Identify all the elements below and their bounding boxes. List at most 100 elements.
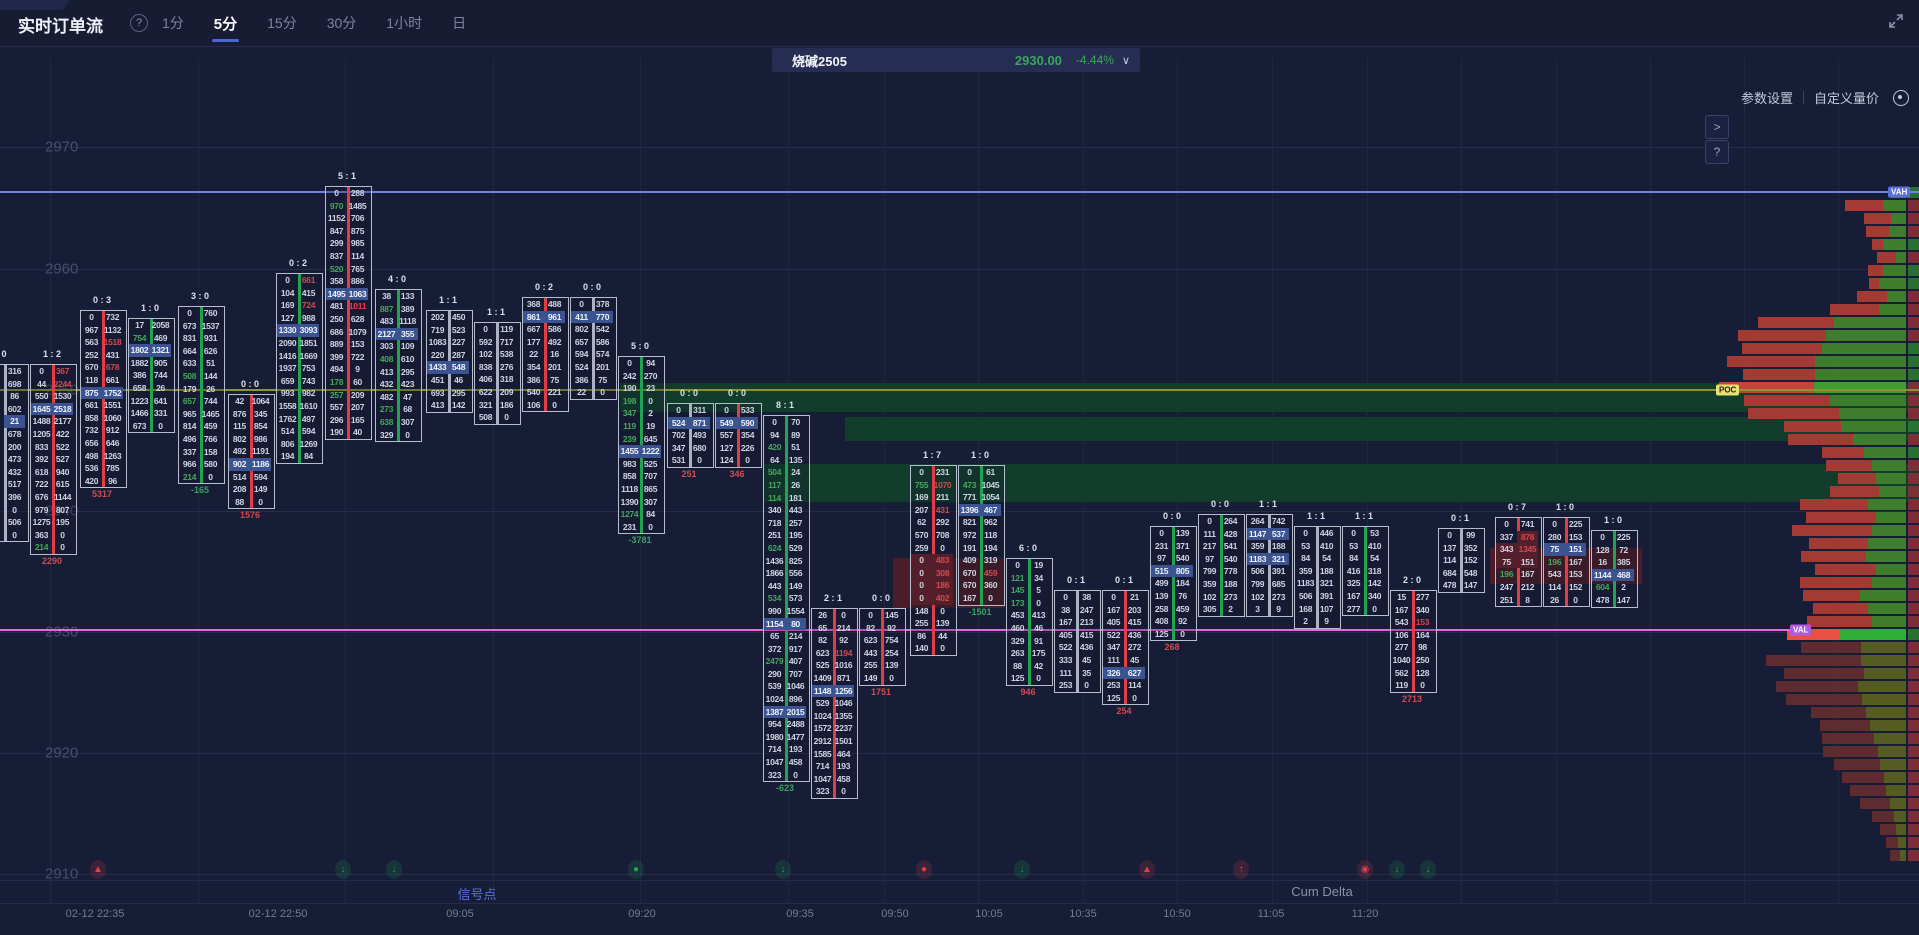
ask-volume-cell: 0 xyxy=(745,455,750,466)
volume-profile-bar xyxy=(1787,629,1906,640)
footprint-row: 1148 1256 xyxy=(812,684,857,698)
footprint-row: 359 188 xyxy=(1199,578,1244,591)
ask-volume-cell: 247 xyxy=(1079,604,1094,615)
volume-profile-bar xyxy=(1801,642,1906,653)
imbalance-header: 0 xyxy=(1,349,7,359)
bid-volume-cell: 0 xyxy=(967,467,972,477)
ask-volume-cell: 147 xyxy=(1463,580,1478,591)
bid-volume-cell: 347 xyxy=(1106,642,1121,653)
bid-volume-cell: 876 xyxy=(232,408,247,419)
ask-volume-cell: 1118 xyxy=(399,316,416,327)
footprint-row: 514 594 xyxy=(277,425,322,438)
footprint-row: 1390 307 xyxy=(619,496,664,509)
bid-volume-cell: 990 xyxy=(767,605,782,616)
footprint-row: 670 459 xyxy=(959,567,1004,580)
footprint-row: 200 xyxy=(0,441,28,454)
profile-buy-segment xyxy=(1891,213,1906,224)
profile-sell-segment xyxy=(1890,850,1900,861)
footprint-row: 1866 556 xyxy=(764,567,809,580)
ask-volume-cell: 16 xyxy=(550,349,559,360)
symbol-bar[interactable]: 烧碱2505 2930.00 -4.44% ∨ xyxy=(772,48,1140,72)
footprint-row: 337 878 xyxy=(1496,530,1541,544)
tab-5分[interactable]: 5分 xyxy=(211,0,240,47)
footprint-row: 167 0 xyxy=(959,592,1004,605)
bid-volume-cell: 1396 xyxy=(959,503,980,517)
footprint-box: 0 378 411 770 802 542 657 586 594 574 524 201 386 75 2… xyxy=(570,297,617,400)
bid-volume-cell: 838 xyxy=(478,361,493,372)
footprint-row: 194 84 xyxy=(277,450,322,463)
footprint-row: 86 xyxy=(0,390,28,403)
footprint-row: 140 0 xyxy=(911,642,956,655)
ask-volume-cell: 1269 xyxy=(299,438,318,449)
tab-1分[interactable]: 1分 xyxy=(162,15,184,31)
bid-volume-cell: 673 xyxy=(132,420,147,431)
ask-volume-cell: 0 xyxy=(1573,594,1578,605)
custom-volprice-link[interactable]: 自定义量价 xyxy=(1813,91,1879,106)
bid-volume-cell: 208 xyxy=(232,484,247,495)
ask-volume-cell: 201 xyxy=(595,361,610,372)
ask-volume-cell: 9 xyxy=(1324,616,1329,627)
footprint-row: 420 96 xyxy=(81,475,126,488)
fullscreen-icon[interactable] xyxy=(1887,12,1905,30)
tab-1小时[interactable]: 1小时 xyxy=(386,15,423,31)
delta-strip-segment xyxy=(1908,421,1919,432)
bid-volume-cell: 299 xyxy=(329,238,344,249)
ask-volume-cell: 436 xyxy=(1079,642,1094,653)
ask-volume-cell: 896 xyxy=(788,694,803,705)
bid-volume-cell: 702 xyxy=(671,430,686,441)
next-panel-button[interactable]: > xyxy=(1705,115,1729,139)
footprint-row: 196 167 xyxy=(1544,556,1589,569)
logo-decoration xyxy=(0,0,70,10)
tab-日[interactable]: 日 xyxy=(452,15,467,31)
bid-volume-cell: 121 xyxy=(1010,572,1025,583)
footprint-row: 145 5 xyxy=(1007,584,1052,597)
help-icon[interactable]: ? xyxy=(130,14,148,32)
bid-volume-cell: 1205 xyxy=(32,428,51,439)
ask-volume-cell: 188 xyxy=(1319,565,1334,576)
bid-volume-cell: 125 xyxy=(1010,673,1025,684)
bid-volume-cell: 1274 xyxy=(620,509,639,520)
bid-volume-cell: 127 xyxy=(719,442,734,453)
ask-volume-cell: 295 xyxy=(451,387,466,398)
time-axis-label: 10:05 xyxy=(975,908,1003,920)
help-panel-button[interactable]: ? xyxy=(1705,140,1729,164)
tab-30分[interactable]: 30分 xyxy=(326,15,357,31)
profile-buy-segment xyxy=(1868,603,1906,614)
delta-strip-segment xyxy=(1908,434,1919,445)
profile-buy-segment xyxy=(1864,447,1906,458)
delta-strip-segment xyxy=(1908,343,1919,354)
ask-volume-cell: 1064 xyxy=(251,396,270,406)
footprint-row: 492 1191 xyxy=(229,445,274,458)
ask-volume-cell: 3093 xyxy=(298,324,319,337)
eye-icon[interactable] xyxy=(1893,89,1909,106)
footprint-column: 1 : 1 0 446 53 410 84 54 359 188 1183 321 506 391 168… xyxy=(1294,511,1341,629)
bid-volume-cell: 0 xyxy=(1159,528,1164,538)
ask-volume-cell: 875 xyxy=(350,225,365,236)
bid-volume-cell: 771 xyxy=(962,492,977,503)
footprint-row: 954 2488 xyxy=(764,718,809,731)
bid-volume-cell: 1866 xyxy=(765,568,784,579)
ask-volume-cell: 415 xyxy=(1079,629,1094,640)
bid-volume-cell: 386 xyxy=(526,374,541,385)
footprint-box: 0 288 970 1485 1152 706 847 875 299 985 837 114 520 7… xyxy=(325,186,372,440)
bid-volume-cell: 0 xyxy=(868,610,873,620)
chevron-down-icon[interactable]: ∨ xyxy=(1121,54,1130,67)
profile-sell-segment xyxy=(1826,460,1872,471)
delta-strip-segment xyxy=(1908,447,1919,458)
bid-volume-cell: 106 xyxy=(526,399,541,410)
links-divider xyxy=(1802,91,1804,104)
ask-volume-cell: 227 xyxy=(451,337,466,348)
ask-volume-cell: 209 xyxy=(499,386,514,397)
bid-volume-cell: 965 xyxy=(182,408,197,419)
footprint-box: 0 94 242 270 190 23 198 0 347 2 119 19 239 645 1455 122… xyxy=(618,356,665,535)
ask-volume-cell: 165 xyxy=(350,414,365,425)
param-settings-link[interactable]: 参数设置 xyxy=(1740,91,1793,106)
ask-volume-cell: 423 xyxy=(400,379,415,390)
tab-15分[interactable]: 15分 xyxy=(267,15,297,31)
candle-bar xyxy=(979,466,983,605)
ask-volume-cell: 678 xyxy=(105,362,120,373)
signal-marker-sell: ▲ xyxy=(90,860,106,879)
ask-volume-cell: 76 xyxy=(1178,590,1187,601)
bid-volume-cell: 1436 xyxy=(765,555,784,566)
footprint-column: 2 : 0 15 277 167 340 543 153 106 164 277 98 1040 250… xyxy=(1390,575,1437,704)
